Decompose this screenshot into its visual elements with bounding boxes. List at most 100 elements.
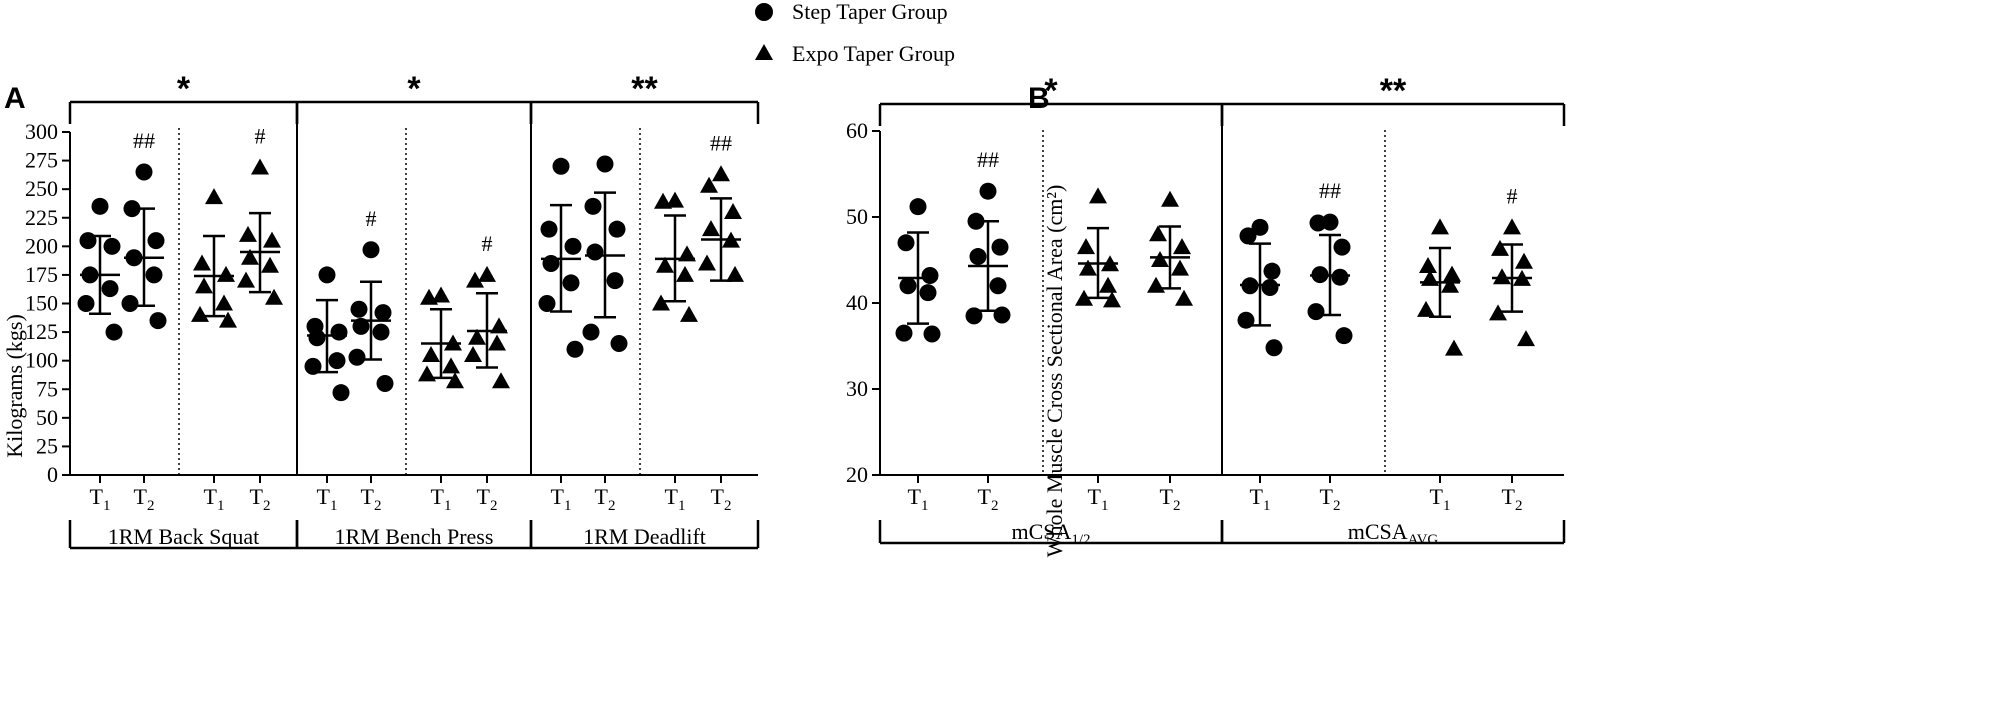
- x-tick-label: T1: [908, 484, 929, 514]
- data-point-circle: [145, 266, 163, 284]
- group-label: mCSAAVG: [1348, 519, 1439, 548]
- data-point-triangle: [726, 265, 744, 282]
- significance-annotation: #: [366, 206, 377, 231]
- data-point-triangle: [1445, 339, 1463, 356]
- data-point-circle: [969, 248, 987, 266]
- data-point-circle: [1241, 277, 1259, 295]
- y-tick-label: 40: [846, 290, 868, 315]
- data-point-triangle: [1173, 238, 1191, 255]
- data-point-circle: [538, 295, 556, 312]
- y-tick-label: 0: [47, 462, 58, 487]
- data-point-triangle: [464, 345, 482, 362]
- data-point-circle: [1239, 227, 1257, 245]
- y-tick-label: 20: [846, 462, 868, 487]
- data-point-triangle: [1491, 239, 1509, 256]
- y-axis-b: 20 30 40 50 60: [846, 118, 1564, 487]
- y-tick-label: 100: [25, 348, 58, 373]
- data-point-triangle: [490, 317, 508, 334]
- y-tick-label: 125: [25, 319, 58, 344]
- group-label: 1RM Bench Press: [335, 524, 494, 549]
- data-point-circle: [923, 325, 941, 343]
- group-label: 1RM Back Squat: [108, 524, 260, 549]
- data-point-triangle: [478, 265, 496, 282]
- y-tick-label: 50: [846, 204, 868, 229]
- data-point-triangle: [1513, 269, 1531, 286]
- significance-annotation: #: [255, 123, 266, 148]
- y-tick-label: 30: [846, 376, 868, 401]
- data-point-triangle: [1075, 289, 1093, 306]
- data-point-triangle: [666, 191, 684, 208]
- data-point-triangle: [1175, 289, 1193, 306]
- data-point-triangle: [712, 165, 730, 182]
- x-tick-label: T1: [665, 484, 686, 514]
- data-point-triangle: [422, 345, 440, 362]
- data-point-circle: [606, 272, 624, 290]
- data-point-triangle: [676, 265, 694, 282]
- y-tick-label: 150: [25, 291, 58, 316]
- data-point-circle: [967, 212, 985, 230]
- data-point-triangle: [418, 365, 436, 382]
- data-point-circle: [584, 197, 602, 215]
- y-axis-label-a: Kilograms (kgs): [2, 314, 27, 458]
- data-point-triangle: [251, 158, 269, 175]
- data-point-circle: [328, 352, 346, 370]
- x-tick-label: T2: [711, 484, 732, 514]
- x-tick-label: T2: [1160, 484, 1181, 514]
- data-point-triangle: [205, 188, 223, 205]
- data-point-triangle: [1149, 225, 1167, 242]
- data-point-circle: [1335, 327, 1353, 345]
- x-tick-label: T2: [477, 484, 498, 514]
- data-point-triangle: [1441, 276, 1459, 293]
- panel-letter-b: B: [1028, 82, 1050, 115]
- data-point-circle: [586, 243, 604, 261]
- data-point-circle: [566, 340, 584, 358]
- data-point-triangle: [1421, 269, 1439, 286]
- y-tick-label: 25: [36, 433, 58, 458]
- data-point-circle: [362, 241, 380, 259]
- data-point-circle: [564, 237, 582, 255]
- data-point-circle: [149, 312, 167, 330]
- data-point-circle: [332, 384, 350, 402]
- data-point-circle: [304, 357, 322, 375]
- data-point-circle: [562, 274, 580, 292]
- data-point-triangle: [1431, 218, 1449, 235]
- data-point-triangle: [656, 256, 674, 273]
- data-point-triangle: [219, 311, 237, 328]
- data-marks-b: T1 T2 ## T1 T2 T1 T2 ## T1 T2 #: [895, 147, 1535, 514]
- y-tick-label: 300: [25, 119, 58, 144]
- data-point-triangle: [265, 288, 283, 305]
- data-point-triangle: [1517, 330, 1535, 347]
- data-point-circle: [921, 266, 939, 284]
- data-point-circle: [552, 157, 570, 175]
- data-point-circle: [123, 200, 141, 218]
- significance-marker: *: [407, 70, 421, 108]
- data-point-triangle: [1101, 255, 1119, 272]
- significance-annotation: ##: [1319, 178, 1341, 203]
- x-tick-label: T1: [1250, 484, 1271, 514]
- group-frames-b: * mCSA1/2 ** mCSAAVG: [878, 72, 1566, 548]
- y-tick-label: 200: [25, 233, 58, 258]
- data-point-triangle: [1503, 218, 1521, 235]
- significance-annotation: #: [482, 231, 493, 256]
- data-point-circle: [993, 306, 1011, 324]
- panel-b: Whole Muscle Cross Sectional Area (cm²) …: [846, 72, 1566, 557]
- data-point-triangle: [420, 288, 438, 305]
- data-point-triangle: [1515, 252, 1533, 269]
- y-tick-label: 50: [36, 405, 58, 430]
- data-point-triangle: [468, 328, 486, 345]
- data-point-circle: [582, 323, 600, 341]
- data-marks-a: T1 T2 ## T1 T2 # T1 T2 # T1 T2 # T1 T2 T1 T2 ##: [77, 123, 744, 514]
- data-point-circle: [1265, 339, 1283, 357]
- data-point-circle: [899, 277, 917, 295]
- data-point-triangle: [446, 372, 464, 389]
- data-point-triangle: [488, 334, 506, 351]
- data-point-triangle: [722, 231, 740, 248]
- data-point-triangle: [492, 372, 510, 389]
- data-point-circle: [91, 197, 109, 215]
- data-point-triangle: [700, 176, 718, 193]
- data-point-triangle: [1489, 304, 1507, 321]
- data-point-circle: [596, 155, 614, 173]
- data-point-triangle: [217, 265, 235, 282]
- data-point-triangle: [680, 305, 698, 322]
